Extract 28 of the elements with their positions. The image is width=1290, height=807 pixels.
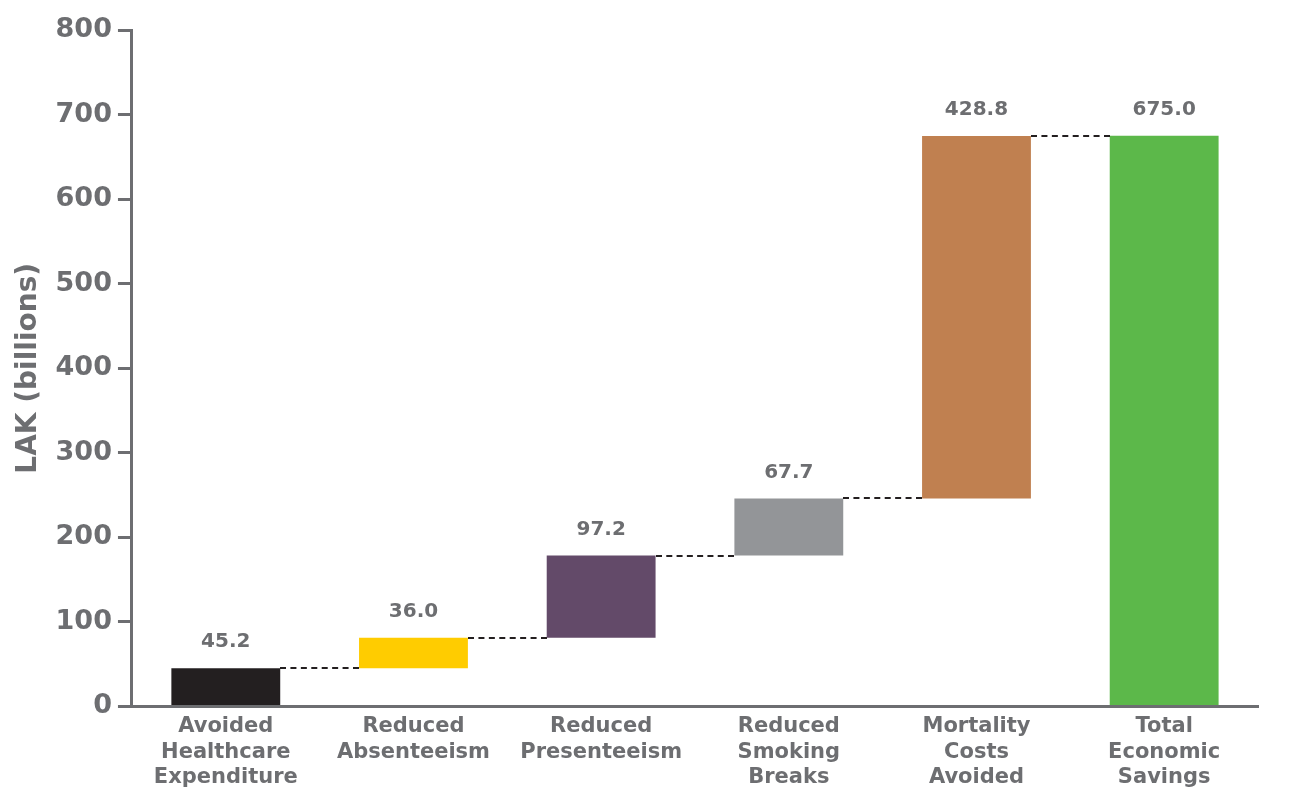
data-label: 45.2 bbox=[201, 628, 251, 653]
data-label: 67.7 bbox=[764, 458, 814, 483]
bar bbox=[546, 555, 656, 638]
y-tick-label: 0 bbox=[93, 688, 112, 720]
y-tick-label: 400 bbox=[55, 350, 112, 382]
data-label: 36.0 bbox=[388, 597, 439, 622]
y-tick-label: 700 bbox=[55, 96, 112, 128]
x-tick-label: Avoided Healthcare Expenditure bbox=[153, 713, 298, 788]
bar bbox=[171, 668, 281, 705]
bar bbox=[922, 135, 1031, 499]
bar bbox=[734, 498, 844, 556]
y-axis-title: LAK (billions) bbox=[10, 262, 44, 474]
y-tick-label: 200 bbox=[55, 519, 112, 551]
x-tick-label: Reduced Presenteeism bbox=[520, 713, 683, 763]
x-tick-label: Mortality Costs Avoided bbox=[922, 713, 1031, 788]
data-label: 675.0 bbox=[1132, 96, 1196, 121]
y-tick-label: 100 bbox=[55, 603, 112, 635]
x-tick-label: Reduced Smoking Breaks bbox=[737, 713, 841, 788]
bar bbox=[1109, 135, 1219, 705]
y-tick-label: 300 bbox=[55, 434, 112, 466]
data-label: 428.8 bbox=[944, 96, 1009, 121]
bar bbox=[359, 637, 468, 669]
y-tick-label: 500 bbox=[55, 265, 112, 297]
y-tick-label: 800 bbox=[55, 12, 112, 44]
data-label: 97.2 bbox=[576, 515, 626, 540]
x-tick-label: Total Economic Savings bbox=[1108, 713, 1221, 788]
x-tick-label: Reduced Absenteeism bbox=[336, 713, 491, 763]
y-tick-label: 600 bbox=[55, 181, 112, 213]
